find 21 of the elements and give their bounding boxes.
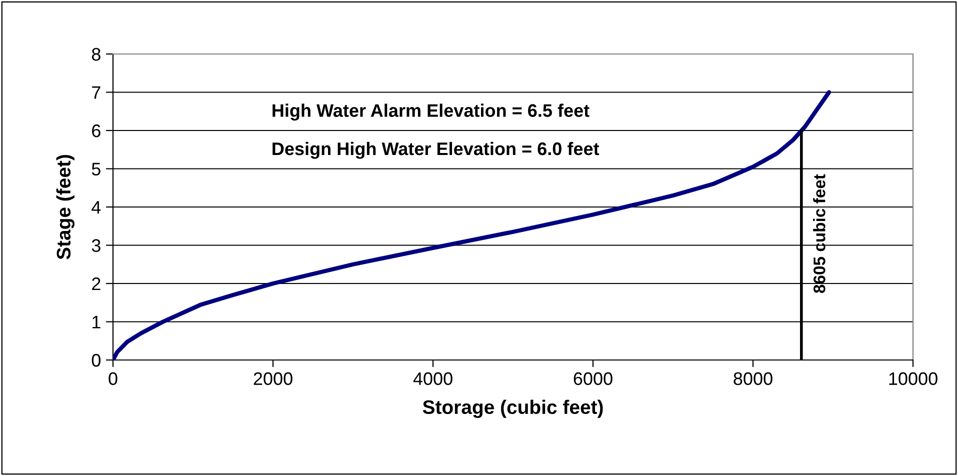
y-tick-label: 2 [92,277,100,290]
y-tick-label: 8 [92,48,100,61]
line-series [113,90,832,360]
annotation: High Water Alarm Elevation = 6.5 feet [272,104,590,121]
x-axis-title: Storage (cubic feet) [422,400,603,418]
y-tick-label: 5 [92,162,100,176]
x-tick-label: 8000 [734,372,772,386]
x-tick-label: 6000 [574,372,612,386]
x-tick-label: 2000 [254,372,292,386]
annotation: Design High Water Elevation = 6.0 feet [272,142,600,159]
x-tick-label: 4000 [413,372,452,386]
y-axis-title: Stage (feet) [56,155,74,260]
y-tick-label: 0 [92,354,100,367]
y-tick-label: 4 [92,201,101,214]
y-tick-label: 7 [92,86,100,99]
annotation: 8605 cubic feet [813,174,826,293]
x-tick-label: 10000 [889,372,938,386]
y-tick-label: 1 [92,316,100,328]
y-tick-label: 3 [92,239,100,252]
y-tick-label: 6 [92,124,100,138]
x-tick-label: 0 [108,372,118,386]
